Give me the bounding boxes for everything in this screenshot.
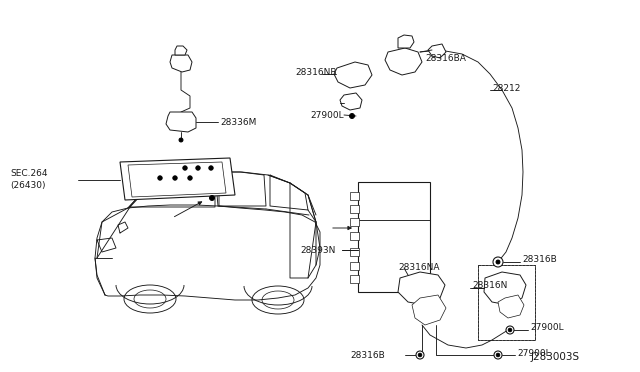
Circle shape [493, 257, 503, 267]
Text: 27900L: 27900L [310, 110, 344, 119]
Text: 28336M: 28336M [220, 118, 257, 126]
Polygon shape [175, 46, 187, 55]
Polygon shape [398, 35, 414, 48]
Ellipse shape [124, 285, 176, 313]
Text: (26430): (26430) [10, 180, 45, 189]
Text: 28316N: 28316N [472, 282, 508, 291]
Bar [358, 182, 430, 292]
Polygon shape [340, 93, 362, 110]
Polygon shape [398, 272, 445, 305]
Circle shape [209, 166, 213, 170]
Circle shape [349, 113, 355, 119]
Polygon shape [170, 55, 192, 72]
Circle shape [494, 351, 502, 359]
Bar [350, 218, 359, 226]
Text: 28316B: 28316B [522, 256, 557, 264]
Circle shape [496, 353, 500, 357]
Text: 28212: 28212 [492, 83, 520, 93]
Polygon shape [498, 295, 524, 318]
Ellipse shape [262, 291, 294, 309]
Text: 27900L: 27900L [530, 324, 564, 333]
Bar [350, 192, 359, 200]
Polygon shape [412, 295, 446, 325]
Polygon shape [120, 158, 235, 200]
Circle shape [496, 260, 500, 264]
Circle shape [188, 176, 192, 180]
Text: 27900L: 27900L [517, 349, 550, 357]
Circle shape [416, 351, 424, 359]
Circle shape [173, 176, 177, 180]
Circle shape [158, 176, 162, 180]
Text: SEC.264: SEC.264 [10, 169, 47, 177]
Ellipse shape [134, 290, 166, 308]
Text: J283003S: J283003S [531, 352, 580, 362]
Bar [350, 205, 359, 213]
Circle shape [183, 166, 188, 170]
Circle shape [179, 138, 183, 142]
Polygon shape [428, 44, 446, 58]
Bar [350, 275, 359, 283]
Text: 28316NB: 28316NB [295, 67, 337, 77]
Text: 28316B: 28316B [350, 350, 385, 359]
Bar [350, 232, 359, 240]
Text: 28316NA: 28316NA [398, 263, 440, 273]
Polygon shape [484, 272, 526, 305]
Circle shape [506, 326, 514, 334]
Circle shape [508, 328, 512, 332]
Bar [350, 248, 359, 256]
Circle shape [418, 353, 422, 357]
Circle shape [196, 166, 200, 170]
Ellipse shape [252, 286, 304, 314]
Circle shape [209, 196, 214, 201]
Polygon shape [166, 112, 196, 132]
Polygon shape [128, 162, 226, 197]
Polygon shape [334, 62, 372, 88]
Text: 28316BA: 28316BA [425, 54, 466, 62]
Polygon shape [385, 48, 422, 75]
Bar [350, 262, 359, 270]
Text: 28393N: 28393N [300, 246, 335, 254]
